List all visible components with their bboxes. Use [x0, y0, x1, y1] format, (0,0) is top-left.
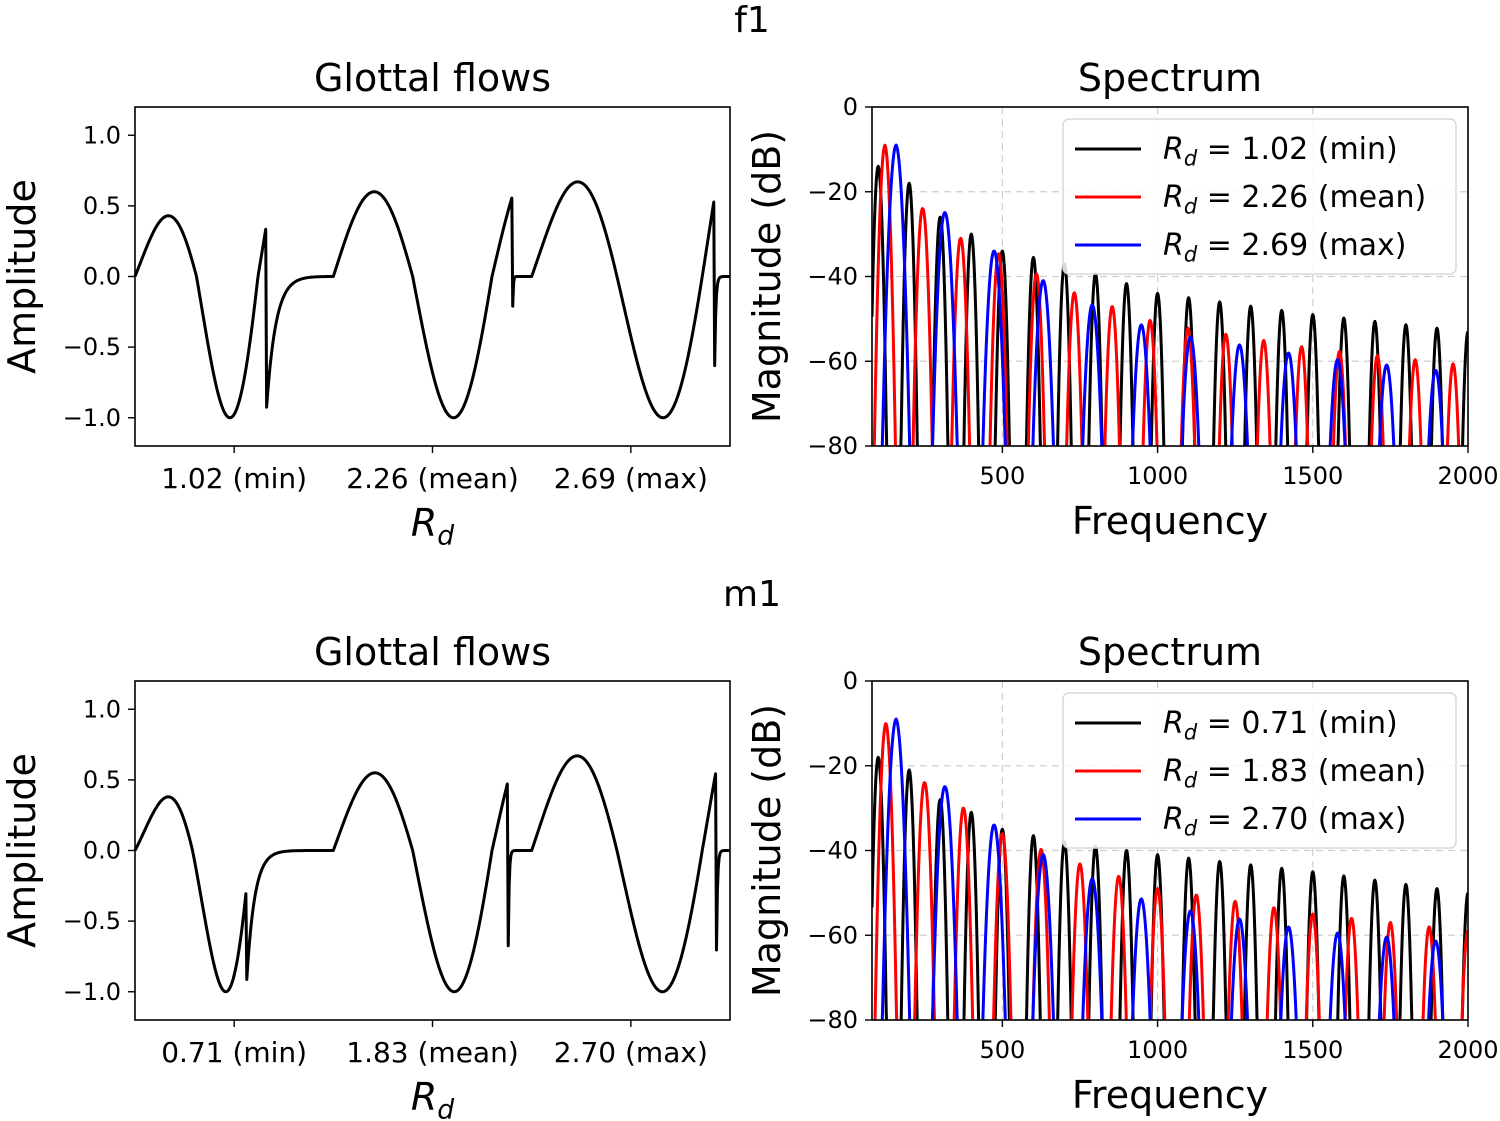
legend-entry-text: = 1.02 (min)	[1197, 132, 1398, 167]
legend-entry-subscript: d	[1184, 817, 1198, 841]
legend-frame	[1062, 118, 1457, 275]
legend-entry-text: = 2.70 (max)	[1197, 802, 1406, 837]
glottal-flow-line	[133, 754, 731, 994]
legend-entry: Rd = 2.69 (max)	[1163, 228, 1407, 267]
y-tick-label: −40	[807, 263, 858, 291]
legend-entry-text: = 0.71 (min)	[1197, 706, 1398, 741]
legend: Rd = 1.02 (min)Rd = 2.26 (mean)Rd = 2.69…	[1062, 118, 1457, 275]
spectrum-series-line	[873, 722, 1468, 1020]
y-tick-label: −80	[807, 432, 858, 460]
legend-entry-symbol: R	[1163, 754, 1184, 789]
spectrum-panel-f1: 500 1000 1500 2000 −80 −60 −40 −20 0 Spectrum Freq…	[745, 56, 1499, 543]
x-tick-label: 2.69 (max)	[554, 462, 708, 495]
x-tick-label: 1500	[1282, 1036, 1343, 1064]
x-tick-label: 0.71 (min)	[161, 1036, 307, 1069]
y-axis-label: Amplitude	[0, 179, 44, 374]
x-axis-label-subscript: d	[437, 1094, 454, 1121]
x-tick-label: 1000	[1127, 1036, 1188, 1064]
legend-entry-symbol: R	[1163, 802, 1184, 837]
glottal-flow-line	[133, 180, 731, 420]
x-tick-label: 2000	[1437, 1036, 1498, 1064]
legend-frame	[1062, 692, 1457, 849]
y-axis-label: Amplitude	[0, 753, 44, 948]
y-tick-label: −0.5	[63, 333, 121, 361]
y-tick-label: −60	[807, 347, 858, 375]
row-title-m1: m1	[723, 574, 781, 615]
y-tick-label: 0.5	[83, 766, 121, 794]
legend-entry: Rd = 2.26 (mean)	[1163, 180, 1426, 219]
y-tick-label: 1.0	[83, 695, 121, 723]
legend-entry-symbol: R	[1163, 228, 1184, 263]
legend-entry-text: = 1.83 (mean)	[1197, 754, 1426, 789]
glottal-flow-panel-f1: −1.0 −0.5 0.0 0.5 1.0 1.02 (min) 2.26 (mean) 2.…	[0, 56, 731, 551]
y-tick-label: 0.0	[83, 263, 121, 291]
y-axis-label: Magnitude (dB)	[745, 130, 789, 423]
y-tick-label: −20	[807, 178, 858, 206]
x-axis-label-symbol: R	[411, 1075, 437, 1119]
panel-title: Spectrum	[1078, 630, 1262, 674]
legend-entry-subscript: d	[1184, 769, 1198, 793]
x-axis-label-subscript: d	[437, 520, 454, 551]
legend-entry-symbol: R	[1163, 706, 1184, 741]
panel-title: Glottal flows	[314, 630, 551, 674]
legend-entry: Rd = 1.02 (min)	[1163, 132, 1398, 171]
legend-entry-subscript: d	[1184, 243, 1198, 267]
x-axis-label: Frequency	[1072, 499, 1268, 543]
x-tick-label: 1.83 (mean)	[346, 1036, 519, 1069]
x-axis-label: Rd	[411, 1075, 454, 1121]
x-tick-label: 500	[979, 1036, 1025, 1064]
y-tick-label: −0.5	[63, 907, 121, 935]
y-tick-label: 0.0	[83, 837, 121, 865]
y-tick-label: −40	[807, 837, 858, 865]
row-title-f1: f1	[734, 0, 770, 41]
legend-entry: Rd = 2.70 (max)	[1163, 802, 1407, 841]
spectrum-panel-m1: 500 1000 1500 2000 −80 −60 −40 −20 0 Spectrum Freq…	[745, 630, 1499, 1117]
legend: Rd = 0.71 (min)Rd = 1.83 (mean)Rd = 2.70…	[1062, 692, 1457, 849]
panels: −1.0 −0.5 0.0 0.5 1.0 1.02 (min) 2.26 (mean) 2.…	[0, 56, 1499, 1121]
glottal-flow-panel-m1: −1.0 −0.5 0.0 0.5 1.0 0.71 (min) 1.83 (mean) 2.…	[0, 630, 731, 1121]
y-tick-label: 0.5	[83, 192, 121, 220]
legend-entry-symbol: R	[1163, 180, 1184, 215]
legend-entry-subscript: d	[1184, 721, 1198, 745]
x-tick-label: 1500	[1282, 462, 1343, 490]
panel-title: Spectrum	[1078, 56, 1262, 100]
legend-entry-subscript: d	[1184, 195, 1198, 219]
x-tick-label: 1000	[1127, 462, 1188, 490]
legend-entry-subscript: d	[1184, 147, 1198, 171]
y-tick-label: −20	[807, 752, 858, 780]
axes-frame	[134, 680, 731, 1021]
x-tick-label: 2.70 (max)	[554, 1036, 708, 1069]
x-axis-label-symbol: R	[411, 501, 437, 545]
y-tick-label: −80	[807, 1006, 858, 1034]
x-axis-label: Rd	[411, 501, 454, 551]
y-tick-label: 1.0	[83, 121, 121, 149]
panel-title: Glottal flows	[314, 56, 551, 100]
x-axis-label: Frequency	[1072, 1073, 1268, 1117]
x-tick-label: 2.26 (mean)	[346, 462, 519, 495]
y-axis-label: Magnitude (dB)	[745, 704, 789, 997]
y-tick-label: 0	[843, 667, 858, 695]
x-tick-label: 2000	[1437, 462, 1498, 490]
y-tick-label: −1.0	[63, 404, 121, 432]
legend-entry-symbol: R	[1163, 132, 1184, 167]
x-tick-label: 1.02 (min)	[161, 462, 307, 495]
legend-entry-text: = 2.69 (max)	[1197, 228, 1406, 263]
y-tick-label: 0	[843, 93, 858, 121]
spectrum-series-line	[872, 164, 1468, 446]
axes-frame	[134, 106, 731, 447]
y-tick-label: −60	[807, 921, 858, 949]
spectrum-series-line	[872, 755, 1468, 1020]
y-tick-label: −1.0	[63, 978, 121, 1006]
legend-entry-text: = 2.26 (mean)	[1197, 180, 1426, 215]
legend-entry: Rd = 1.83 (mean)	[1163, 754, 1426, 793]
legend-entry: Rd = 0.71 (min)	[1163, 706, 1398, 745]
x-tick-label: 500	[979, 462, 1025, 490]
